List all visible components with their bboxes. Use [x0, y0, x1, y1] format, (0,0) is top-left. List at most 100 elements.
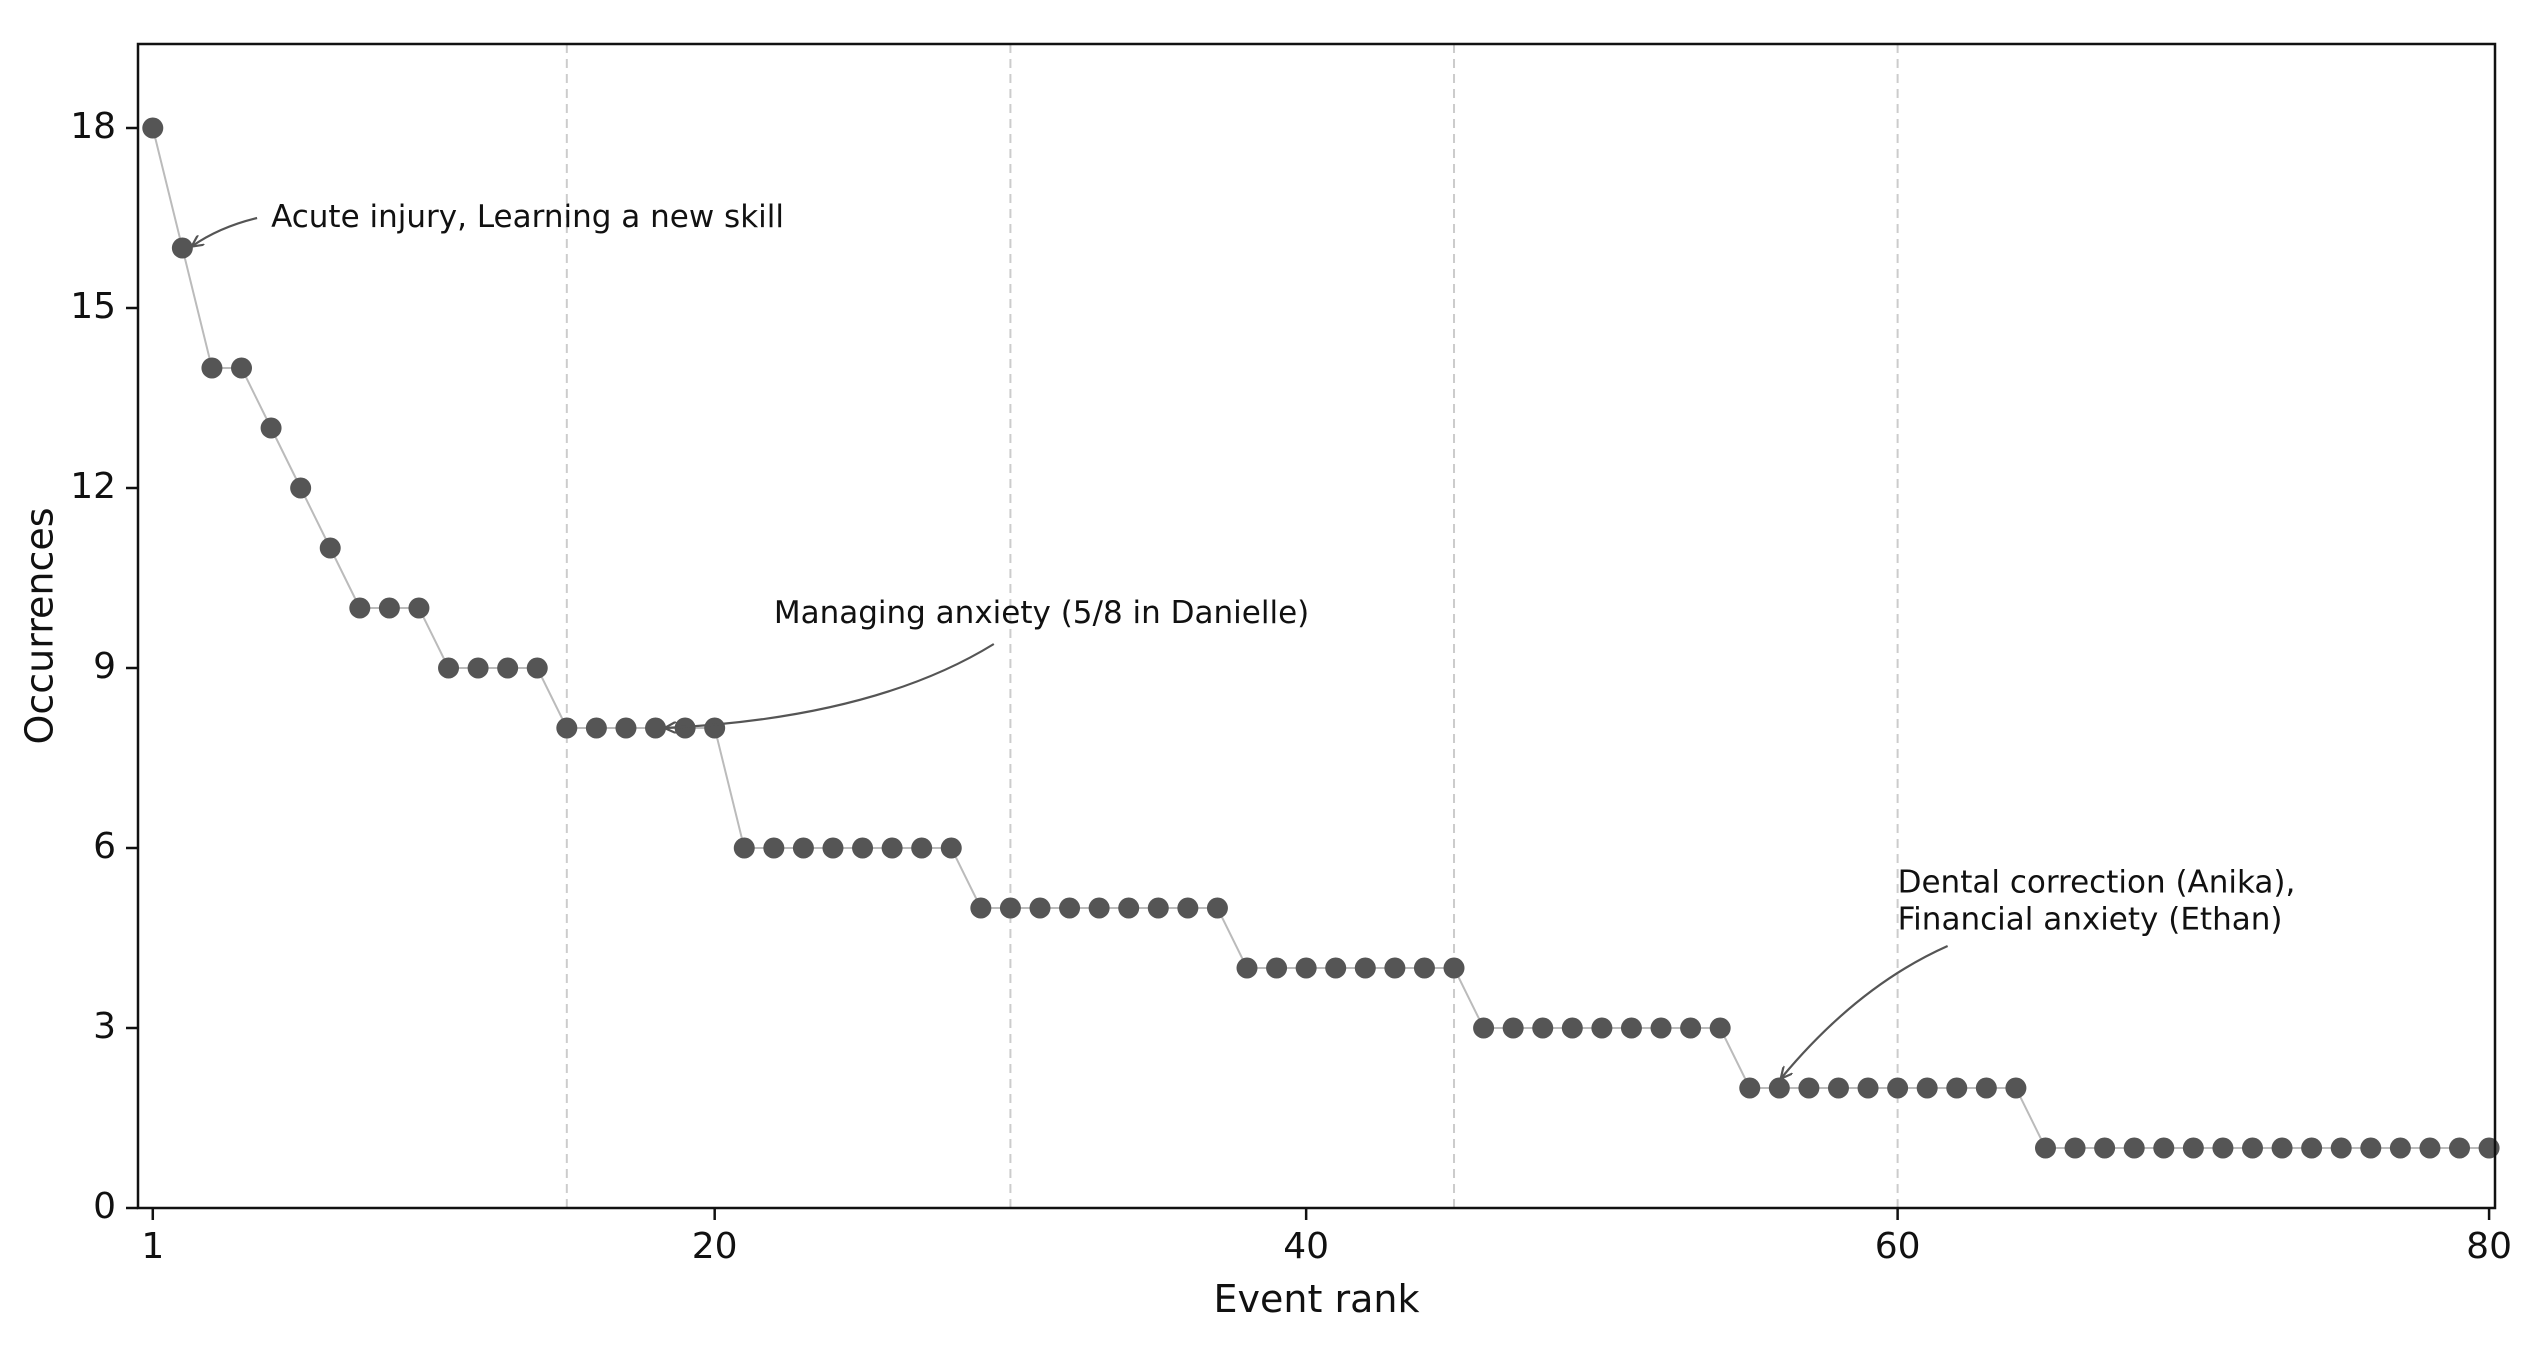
data-point [408, 597, 430, 619]
data-point [438, 657, 460, 679]
x-axis: 1 20 40 60 80 [141, 1208, 2512, 1267]
data-point [2094, 1137, 2116, 1159]
data-point [1680, 1017, 1702, 1039]
data-point [2182, 1137, 2204, 1159]
data-point [1413, 957, 1435, 979]
x-tick-label: 40 [1283, 1226, 1329, 1267]
data-point [2330, 1137, 2352, 1159]
data-point [1384, 957, 1406, 979]
data-point [2301, 1137, 2323, 1159]
data-point [1857, 1077, 1879, 1099]
data-point [1147, 897, 1169, 919]
data-point [1975, 1077, 1997, 1099]
data-point [1443, 957, 1465, 979]
y-tick-label: 0 [93, 1186, 116, 1227]
annotation-arrow-1 [192, 216, 258, 246]
data-point [1325, 957, 1347, 979]
x-tick-label: 20 [692, 1226, 738, 1267]
annotation-line: Dental correction (Anika), [1898, 864, 2296, 900]
data-point [319, 537, 341, 559]
y-axis-label: Occurrences [18, 507, 62, 744]
data-point [290, 477, 312, 499]
data-point [2064, 1137, 2086, 1159]
annotation-arrow-3 [1781, 944, 1949, 1078]
data-point [1118, 897, 1140, 919]
data-point [1916, 1077, 1938, 1099]
data-point [1532, 1017, 1554, 1039]
data-point [1059, 897, 1081, 919]
data-point [1354, 957, 1376, 979]
annotation-label-1: Acute injury, Learning a new skill [271, 199, 784, 235]
data-point [2271, 1137, 2293, 1159]
data-point [2212, 1137, 2234, 1159]
data-point [1827, 1077, 1849, 1099]
data-point [1473, 1017, 1495, 1039]
annotation-line: Acute injury, Learning a new skill [271, 199, 784, 235]
data-point [1946, 1077, 1968, 1099]
data-point [1206, 897, 1228, 919]
data-point [497, 657, 519, 679]
annotation-line: Managing anxiety (5/8 in Danielle) [774, 595, 1309, 631]
data-point [2360, 1137, 2382, 1159]
data-point [349, 597, 371, 619]
data-point [378, 597, 400, 619]
data-point [2123, 1137, 2145, 1159]
data-point [1561, 1017, 1583, 1039]
annotation-label-2: Managing anxiety (5/8 in Danielle) [774, 595, 1309, 631]
data-point [1177, 897, 1199, 919]
y-tick-label: 18 [70, 106, 116, 147]
data-point [1502, 1017, 1524, 1039]
x-axis-label: Event rank [1214, 1277, 1420, 1321]
data-point [940, 837, 962, 859]
data-point [852, 837, 874, 859]
data-point [911, 837, 933, 859]
x-tick-label: 1 [141, 1226, 164, 1267]
data-point [201, 357, 223, 379]
data-point [2005, 1077, 2027, 1099]
data-point [1236, 957, 1258, 979]
data-point [260, 417, 282, 439]
data-points [142, 117, 2500, 1159]
data-point [142, 117, 164, 139]
y-tick-label: 6 [93, 826, 116, 867]
data-point [2419, 1137, 2441, 1159]
data-point [1029, 897, 1051, 919]
data-point [1798, 1077, 1820, 1099]
data-point [171, 237, 193, 259]
data-point [467, 657, 489, 679]
data-point [1591, 1017, 1613, 1039]
data-point [2449, 1137, 2471, 1159]
data-point [2153, 1137, 2175, 1159]
data-point [1739, 1077, 1761, 1099]
data-point [970, 897, 992, 919]
data-point [704, 717, 726, 739]
data-point [645, 717, 667, 739]
data-point [1295, 957, 1317, 979]
data-point [615, 717, 637, 739]
x-tick-label: 80 [2466, 1226, 2512, 1267]
plot-frame [136, 42, 2497, 1210]
x-tick-label: 60 [1875, 1226, 1921, 1267]
data-point [1266, 957, 1288, 979]
data-point [2034, 1137, 2056, 1159]
data-point [1088, 897, 1110, 919]
data-point [556, 717, 578, 739]
data-point [585, 717, 607, 739]
data-point [1709, 1017, 1731, 1039]
annotation-line: Financial anxiety (Ethan) [1898, 901, 2283, 937]
annotations: Acute injury, Learning a new skill Managi… [192, 199, 2295, 1079]
y-tick-label: 15 [70, 286, 116, 327]
data-point [822, 837, 844, 859]
data-point [733, 837, 755, 859]
annotation-label-3: Dental correction (Anika), Financial anxi… [1898, 864, 2296, 937]
data-point [763, 837, 785, 859]
data-point [1620, 1017, 1642, 1039]
data-point [999, 897, 1021, 919]
data-point [881, 837, 903, 859]
data-point [1768, 1077, 1790, 1099]
y-tick-label: 3 [93, 1006, 116, 1047]
data-point [1887, 1077, 1909, 1099]
data-point [231, 357, 253, 379]
data-point [2241, 1137, 2263, 1159]
